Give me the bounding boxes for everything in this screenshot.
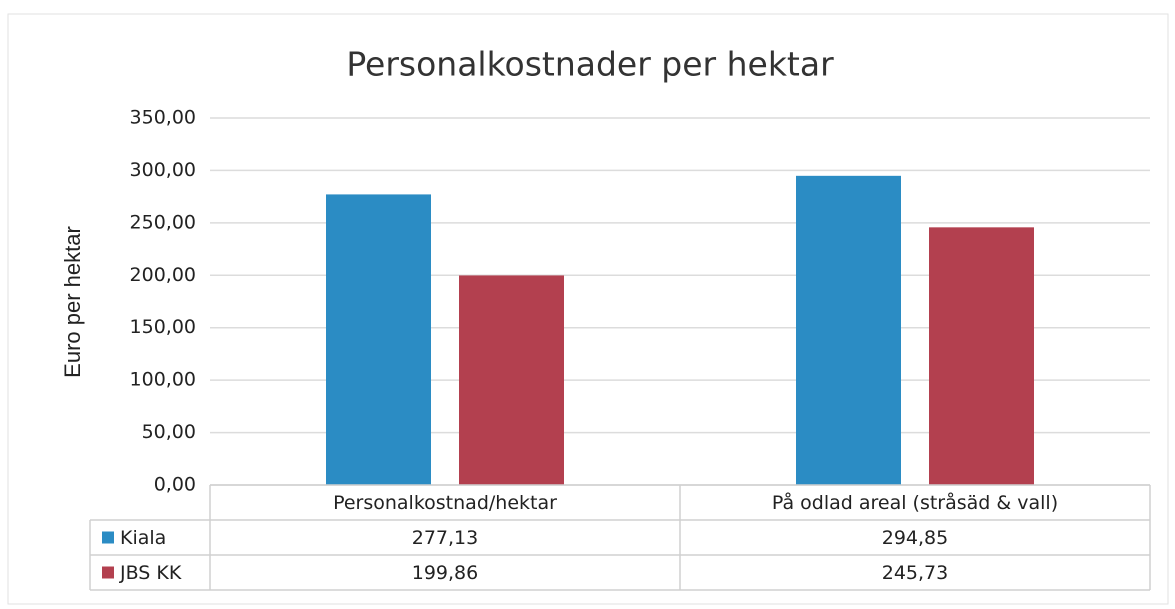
y-tick-label: 150,00 [130, 316, 196, 338]
y-axis-label: Euro per hektar [60, 226, 85, 378]
data-label: 294,85 [882, 527, 948, 549]
y-tick-label: 0,00 [154, 474, 196, 496]
y-tick-label: 200,00 [130, 264, 196, 286]
bar [929, 227, 1034, 486]
legend-label: JBS KK [119, 562, 182, 584]
bar [796, 175, 901, 485]
data-label: 277,13 [412, 527, 478, 549]
y-tick-label: 350,00 [130, 107, 196, 129]
legend-label: Kiala [120, 527, 166, 549]
chart-title: Personalkostnader per hektar [346, 45, 834, 84]
legend-swatch [102, 531, 114, 544]
y-tick-label: 100,00 [130, 369, 196, 391]
y-tick-label: 50,00 [142, 421, 196, 443]
data-label: 199,86 [412, 562, 478, 584]
legend-swatch [102, 566, 114, 579]
y-tick-label: 300,00 [130, 159, 196, 181]
y-tick-label: 250,00 [130, 211, 196, 233]
x-tick-label: Personalkostnad/hektar [333, 492, 557, 514]
bar [459, 275, 564, 485]
x-tick-label: På odlad areal (stråsäd & vall) [772, 491, 1058, 514]
data-label: 245,73 [882, 562, 948, 584]
bar [326, 194, 431, 485]
